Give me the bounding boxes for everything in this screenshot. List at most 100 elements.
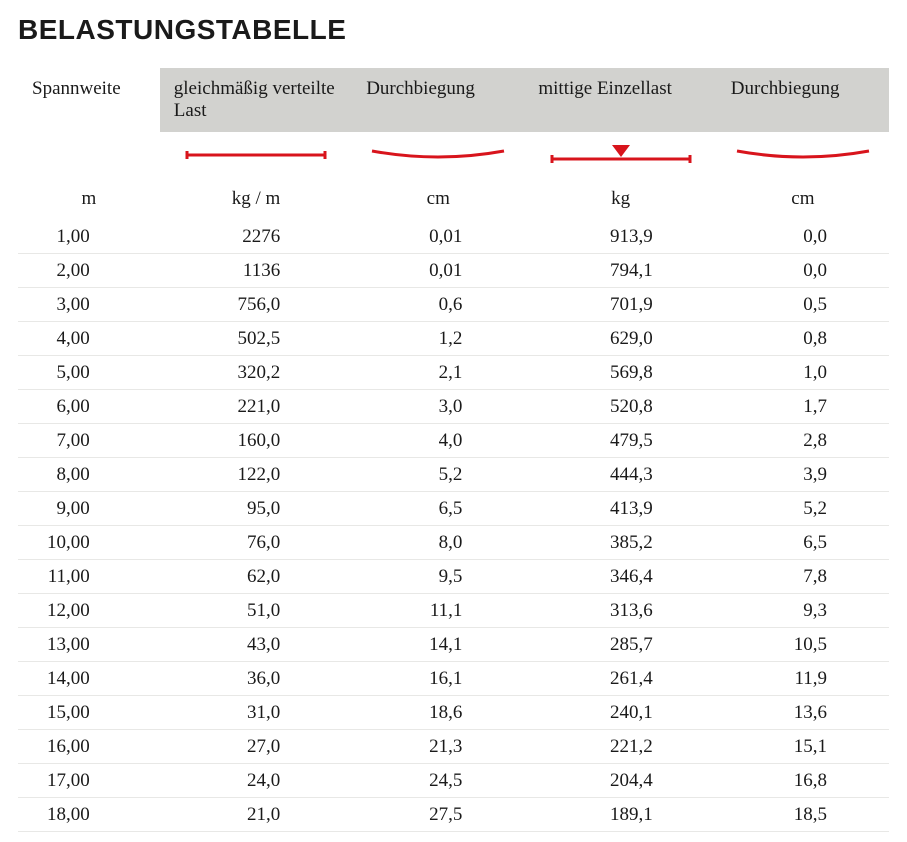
table-cell: 240,1 xyxy=(524,696,716,730)
table-cell: 1,0 xyxy=(717,356,889,390)
deflection-icon xyxy=(368,145,508,165)
icon-cell-point-load xyxy=(524,132,716,178)
table-body: 1,0022760,01913,90,02,0011360,01794,10,0… xyxy=(18,220,889,832)
table-row: 10,0076,08,0385,26,5 xyxy=(18,526,889,560)
col-header-point-load: mittige Einzellast xyxy=(524,68,716,132)
table-cell: 10,5 xyxy=(717,628,889,662)
table-row: 2,0011360,01794,10,0 xyxy=(18,254,889,288)
table-row: 4,00502,51,2629,00,8 xyxy=(18,322,889,356)
table-cell: 9,3 xyxy=(717,594,889,628)
table-cell: 14,00 xyxy=(18,662,160,696)
table-cell: 7,00 xyxy=(18,424,160,458)
table-cell: 7,8 xyxy=(717,560,889,594)
table-cell: 346,4 xyxy=(524,560,716,594)
table-row: 16,0027,021,3221,215,1 xyxy=(18,730,889,764)
table-cell: 0,0 xyxy=(717,254,889,288)
table-row: 12,0051,011,1313,69,3 xyxy=(18,594,889,628)
table-cell: 2,1 xyxy=(352,356,524,390)
table-cell: 21,0 xyxy=(160,798,352,832)
table-row: 3,00756,00,6701,90,5 xyxy=(18,288,889,322)
table-cell: 2,8 xyxy=(717,424,889,458)
table-cell: 2276 xyxy=(160,220,352,254)
table-cell: 0,6 xyxy=(352,288,524,322)
header-row: Spannweite gleichmäßig verteilte Last Du… xyxy=(18,68,889,132)
table-row: 18,0021,027,5189,118,5 xyxy=(18,798,889,832)
table-cell: 122,0 xyxy=(160,458,352,492)
unit-uniform-load: kg / m xyxy=(160,178,352,220)
table-cell: 16,1 xyxy=(352,662,524,696)
table-cell: 18,6 xyxy=(352,696,524,730)
table-cell: 17,00 xyxy=(18,764,160,798)
table-cell: 5,2 xyxy=(352,458,524,492)
load-table: Spannweite gleichmäßig verteilte Last Du… xyxy=(18,68,889,832)
table-cell: 794,1 xyxy=(524,254,716,288)
icon-cell-deflection-2 xyxy=(717,132,889,178)
table-row: 11,0062,09,5346,47,8 xyxy=(18,560,889,594)
table-cell: 0,01 xyxy=(352,220,524,254)
table-cell: 5,2 xyxy=(717,492,889,526)
table-cell: 0,0 xyxy=(717,220,889,254)
table-cell: 11,1 xyxy=(352,594,524,628)
table-cell: 2,00 xyxy=(18,254,160,288)
deflection-icon xyxy=(733,145,873,165)
table-cell: 1,00 xyxy=(18,220,160,254)
col-header-span: Spannweite xyxy=(18,68,160,132)
table-cell: 8,0 xyxy=(352,526,524,560)
table-cell: 913,9 xyxy=(524,220,716,254)
table-cell: 0,8 xyxy=(717,322,889,356)
col-header-uniform-load: gleichmäßig verteilte Last xyxy=(160,68,352,132)
table-row: 7,00160,04,0479,52,8 xyxy=(18,424,889,458)
table-cell: 21,3 xyxy=(352,730,524,764)
table-cell: 62,0 xyxy=(160,560,352,594)
table-cell: 6,00 xyxy=(18,390,160,424)
table-cell: 13,6 xyxy=(717,696,889,730)
table-row: 6,00221,03,0520,81,7 xyxy=(18,390,889,424)
table-cell: 27,5 xyxy=(352,798,524,832)
table-head: Spannweite gleichmäßig verteilte Last Du… xyxy=(18,68,889,220)
table-cell: 413,9 xyxy=(524,492,716,526)
table-cell: 9,00 xyxy=(18,492,160,526)
table-cell: 31,0 xyxy=(160,696,352,730)
table-cell: 385,2 xyxy=(524,526,716,560)
table-cell: 569,8 xyxy=(524,356,716,390)
table-cell: 10,00 xyxy=(18,526,160,560)
table-cell: 285,7 xyxy=(524,628,716,662)
table-row: 9,0095,06,5413,95,2 xyxy=(18,492,889,526)
page-title: BELASTUNGSTABELLE xyxy=(18,14,889,46)
table-row: 14,0036,016,1261,411,9 xyxy=(18,662,889,696)
table-cell: 204,4 xyxy=(524,764,716,798)
table-cell: 12,00 xyxy=(18,594,160,628)
table-cell: 701,9 xyxy=(524,288,716,322)
table-cell: 13,00 xyxy=(18,628,160,662)
table-cell: 43,0 xyxy=(160,628,352,662)
table-cell: 16,00 xyxy=(18,730,160,764)
table-row: 5,00320,22,1569,81,0 xyxy=(18,356,889,390)
table-cell: 16,8 xyxy=(717,764,889,798)
table-cell: 221,2 xyxy=(524,730,716,764)
table-cell: 15,1 xyxy=(717,730,889,764)
table-cell: 18,00 xyxy=(18,798,160,832)
table-cell: 0,01 xyxy=(352,254,524,288)
icon-cell-uniform-load xyxy=(160,132,352,178)
table-cell: 520,8 xyxy=(524,390,716,424)
table-cell: 221,0 xyxy=(160,390,352,424)
table-cell: 18,5 xyxy=(717,798,889,832)
table-cell: 4,0 xyxy=(352,424,524,458)
table-cell: 629,0 xyxy=(524,322,716,356)
table-cell: 24,5 xyxy=(352,764,524,798)
table-cell: 11,9 xyxy=(717,662,889,696)
table-cell: 5,00 xyxy=(18,356,160,390)
table-cell: 6,5 xyxy=(352,492,524,526)
table-cell: 3,9 xyxy=(717,458,889,492)
icon-cell-empty xyxy=(18,132,160,178)
table-cell: 1,2 xyxy=(352,322,524,356)
table-row: 13,0043,014,1285,710,5 xyxy=(18,628,889,662)
table-cell: 15,00 xyxy=(18,696,160,730)
table-cell: 8,00 xyxy=(18,458,160,492)
table-row: 15,0031,018,6240,113,6 xyxy=(18,696,889,730)
unit-row: m kg / m cm kg cm xyxy=(18,178,889,220)
table-cell: 4,00 xyxy=(18,322,160,356)
table-cell: 313,6 xyxy=(524,594,716,628)
table-cell: 756,0 xyxy=(160,288,352,322)
table-cell: 36,0 xyxy=(160,662,352,696)
